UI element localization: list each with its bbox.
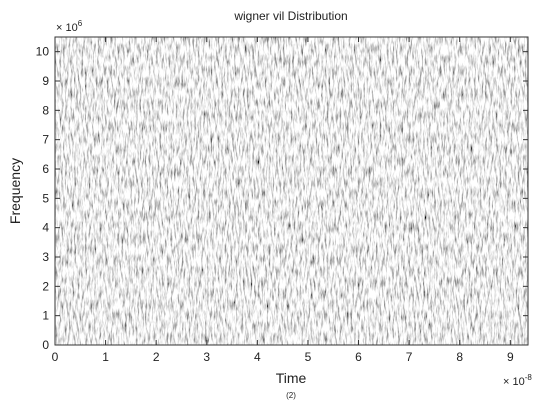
x-multiplier-exponent: -8 <box>525 373 533 382</box>
x-tick-label: 1 <box>102 350 109 364</box>
x-axis-label: Time <box>276 370 307 386</box>
x-tick-label: 8 <box>456 350 463 364</box>
y-tick-label: 6 <box>42 162 49 176</box>
heatmap-image <box>55 37 528 345</box>
x-tick-label: 9 <box>507 350 514 364</box>
y-multiplier-base: × 10 <box>56 22 78 34</box>
x-tick-label: 5 <box>305 350 312 364</box>
y-tick-label: 5 <box>42 191 49 205</box>
y-multiplier: × 106 <box>56 19 83 34</box>
x-multiplier-base: × 10 <box>503 376 525 388</box>
y-multiplier-exponent: 6 <box>78 19 83 28</box>
y-tick-label: 4 <box>42 221 49 235</box>
caption: (2) <box>286 391 296 400</box>
y-tick-label: 7 <box>42 133 49 147</box>
x-tick-label: 2 <box>153 350 160 364</box>
x-tick-label: 6 <box>355 350 362 364</box>
x-tick-label: 7 <box>406 350 413 364</box>
chart-title: wigner vil Distribution <box>233 9 347 23</box>
x-tick-label: 3 <box>203 350 210 364</box>
x-multiplier: × 10-8 <box>503 373 532 388</box>
y-tick-label: 10 <box>36 45 50 59</box>
x-tick-label: 4 <box>254 350 261 364</box>
x-tick-label: 0 <box>52 350 59 364</box>
y-tick-label: 2 <box>42 279 49 293</box>
y-tick-label: 8 <box>42 103 49 117</box>
y-axis-label: Frequency <box>7 158 23 224</box>
y-tick-label: 3 <box>42 250 49 264</box>
y-tick-label: 9 <box>42 74 49 88</box>
y-tick-label: 0 <box>42 338 49 352</box>
plot-frame <box>54 36 529 346</box>
y-tick-label: 1 <box>42 309 49 323</box>
